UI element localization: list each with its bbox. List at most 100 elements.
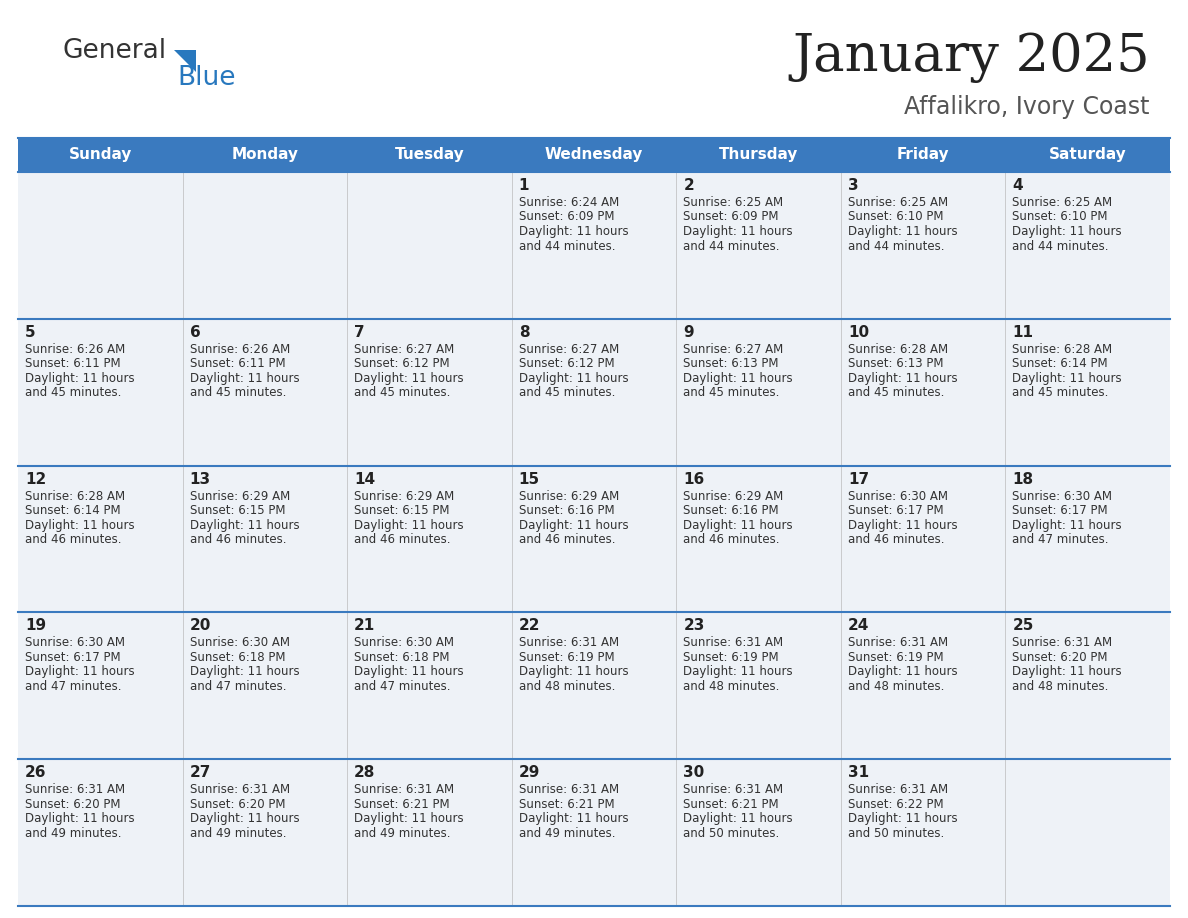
Bar [841, 612, 1005, 759]
Bar [676, 465, 841, 612]
Text: Sunrise: 6:31 AM: Sunrise: 6:31 AM [1012, 636, 1112, 649]
Bar [183, 319, 347, 465]
Text: and 46 minutes.: and 46 minutes. [683, 533, 779, 546]
Bar [18, 172, 183, 319]
Text: Sunset: 6:14 PM: Sunset: 6:14 PM [1012, 357, 1108, 370]
Text: Sunset: 6:18 PM: Sunset: 6:18 PM [354, 651, 449, 664]
Text: January 2025: January 2025 [792, 32, 1150, 83]
Text: 1: 1 [519, 178, 529, 193]
Text: 3: 3 [848, 178, 859, 193]
Text: 7: 7 [354, 325, 365, 340]
Text: Monday: Monday [232, 148, 298, 162]
Bar [183, 759, 347, 906]
Text: Daylight: 11 hours: Daylight: 11 hours [848, 372, 958, 385]
Text: 27: 27 [190, 766, 211, 780]
Text: Sunset: 6:17 PM: Sunset: 6:17 PM [1012, 504, 1108, 517]
Text: Sunset: 6:15 PM: Sunset: 6:15 PM [190, 504, 285, 517]
Text: Daylight: 11 hours: Daylight: 11 hours [848, 519, 958, 532]
Text: Wednesday: Wednesday [545, 148, 643, 162]
Bar [347, 612, 512, 759]
Text: Sunrise: 6:31 AM: Sunrise: 6:31 AM [519, 636, 619, 649]
Text: Sunrise: 6:28 AM: Sunrise: 6:28 AM [25, 489, 125, 502]
Text: 11: 11 [1012, 325, 1034, 340]
Text: 15: 15 [519, 472, 539, 487]
Text: 14: 14 [354, 472, 375, 487]
Text: 30: 30 [683, 766, 704, 780]
Bar [1005, 612, 1170, 759]
Text: Daylight: 11 hours: Daylight: 11 hours [683, 666, 792, 678]
Text: Sunrise: 6:30 AM: Sunrise: 6:30 AM [848, 489, 948, 502]
Text: Daylight: 11 hours: Daylight: 11 hours [25, 812, 134, 825]
Text: Sunset: 6:20 PM: Sunset: 6:20 PM [190, 798, 285, 811]
Bar [1005, 465, 1170, 612]
Text: Sunrise: 6:31 AM: Sunrise: 6:31 AM [683, 636, 783, 649]
Text: 24: 24 [848, 619, 870, 633]
Text: and 49 minutes.: and 49 minutes. [519, 827, 615, 840]
Text: and 45 minutes.: and 45 minutes. [1012, 386, 1108, 399]
Text: Daylight: 11 hours: Daylight: 11 hours [190, 372, 299, 385]
Text: Sunday: Sunday [69, 148, 132, 162]
Text: Affalikro, Ivory Coast: Affalikro, Ivory Coast [904, 95, 1150, 119]
Text: and 48 minutes.: and 48 minutes. [848, 680, 944, 693]
Text: Daylight: 11 hours: Daylight: 11 hours [519, 812, 628, 825]
Text: Sunset: 6:19 PM: Sunset: 6:19 PM [519, 651, 614, 664]
Bar [1005, 138, 1170, 172]
Text: Sunrise: 6:30 AM: Sunrise: 6:30 AM [354, 636, 454, 649]
Text: Sunset: 6:18 PM: Sunset: 6:18 PM [190, 651, 285, 664]
Text: Daylight: 11 hours: Daylight: 11 hours [25, 666, 134, 678]
Bar [841, 759, 1005, 906]
Text: Saturday: Saturday [1049, 148, 1126, 162]
Text: Daylight: 11 hours: Daylight: 11 hours [25, 519, 134, 532]
Bar [676, 138, 841, 172]
Text: Sunset: 6:16 PM: Sunset: 6:16 PM [519, 504, 614, 517]
Text: Sunrise: 6:28 AM: Sunrise: 6:28 AM [1012, 342, 1112, 356]
Text: Daylight: 11 hours: Daylight: 11 hours [354, 666, 463, 678]
Text: 28: 28 [354, 766, 375, 780]
Text: Sunset: 6:09 PM: Sunset: 6:09 PM [519, 210, 614, 223]
Bar [347, 319, 512, 465]
Text: 8: 8 [519, 325, 530, 340]
Text: and 44 minutes.: and 44 minutes. [848, 240, 944, 252]
Text: Sunset: 6:15 PM: Sunset: 6:15 PM [354, 504, 449, 517]
Text: and 45 minutes.: and 45 minutes. [848, 386, 944, 399]
Text: Sunrise: 6:27 AM: Sunrise: 6:27 AM [519, 342, 619, 356]
Bar [512, 465, 676, 612]
Text: and 49 minutes.: and 49 minutes. [190, 827, 286, 840]
Text: 31: 31 [848, 766, 868, 780]
Text: Thursday: Thursday [719, 148, 798, 162]
Text: and 46 minutes.: and 46 minutes. [519, 533, 615, 546]
Text: Sunset: 6:09 PM: Sunset: 6:09 PM [683, 210, 779, 223]
Text: and 45 minutes.: and 45 minutes. [25, 386, 121, 399]
Text: and 50 minutes.: and 50 minutes. [848, 827, 944, 840]
Text: Daylight: 11 hours: Daylight: 11 hours [848, 666, 958, 678]
Text: Sunset: 6:13 PM: Sunset: 6:13 PM [683, 357, 779, 370]
Text: 25: 25 [1012, 619, 1034, 633]
Text: Sunset: 6:10 PM: Sunset: 6:10 PM [848, 210, 943, 223]
Text: and 47 minutes.: and 47 minutes. [1012, 533, 1108, 546]
Bar [18, 138, 183, 172]
Text: Daylight: 11 hours: Daylight: 11 hours [519, 519, 628, 532]
Text: Sunset: 6:20 PM: Sunset: 6:20 PM [25, 798, 120, 811]
Text: and 48 minutes.: and 48 minutes. [1012, 680, 1108, 693]
Text: 13: 13 [190, 472, 210, 487]
Bar [183, 172, 347, 319]
Polygon shape [173, 50, 196, 72]
Text: Daylight: 11 hours: Daylight: 11 hours [25, 372, 134, 385]
Text: Daylight: 11 hours: Daylight: 11 hours [683, 812, 792, 825]
Text: Sunrise: 6:28 AM: Sunrise: 6:28 AM [848, 342, 948, 356]
Text: Sunset: 6:21 PM: Sunset: 6:21 PM [683, 798, 779, 811]
Text: and 47 minutes.: and 47 minutes. [190, 680, 286, 693]
Text: Daylight: 11 hours: Daylight: 11 hours [1012, 519, 1121, 532]
Text: Sunrise: 6:31 AM: Sunrise: 6:31 AM [190, 783, 290, 796]
Text: and 45 minutes.: and 45 minutes. [683, 386, 779, 399]
Bar [512, 759, 676, 906]
Bar [676, 759, 841, 906]
Text: Tuesday: Tuesday [394, 148, 465, 162]
Text: Daylight: 11 hours: Daylight: 11 hours [848, 225, 958, 238]
Bar [676, 612, 841, 759]
Text: Sunrise: 6:31 AM: Sunrise: 6:31 AM [519, 783, 619, 796]
Text: and 49 minutes.: and 49 minutes. [354, 827, 450, 840]
Text: Sunrise: 6:25 AM: Sunrise: 6:25 AM [683, 196, 783, 209]
Text: Sunrise: 6:29 AM: Sunrise: 6:29 AM [519, 489, 619, 502]
Text: Sunrise: 6:25 AM: Sunrise: 6:25 AM [1012, 196, 1112, 209]
